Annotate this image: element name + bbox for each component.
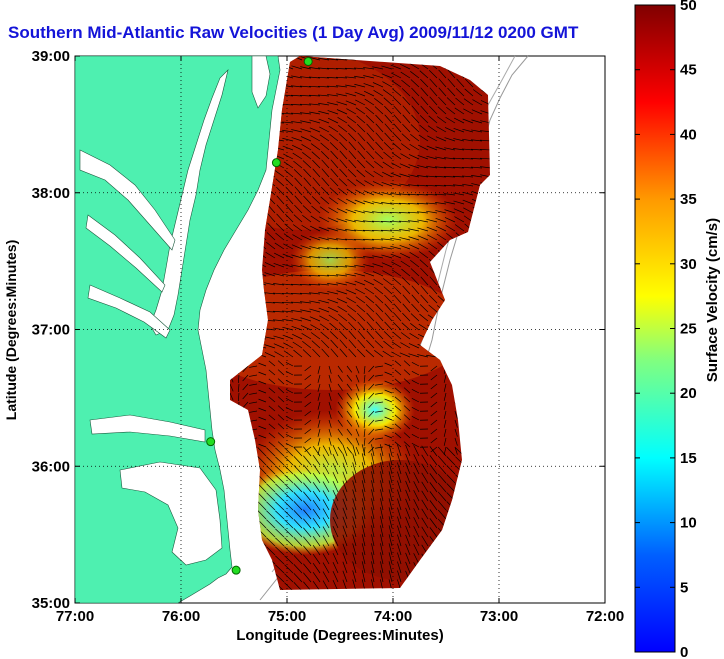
y-tick-label: 36:00 (32, 458, 70, 475)
x-tick-label: 75:00 (268, 608, 306, 625)
radar-stations (206, 56, 313, 575)
colorbar-tick-label: 30 (680, 256, 697, 273)
pamlico-sound (119, 461, 223, 566)
y-tick-label: 39:00 (32, 48, 70, 65)
colorbar-ticks: 0 5 10 15 20 25 30 35 40 45 50 (635, 0, 697, 659)
potomac-river (79, 149, 176, 251)
colorbar-tick-label: 15 (680, 450, 697, 467)
x-tick-label: 73:00 (480, 608, 518, 625)
james-river (87, 284, 171, 339)
y-tick-label: 35:00 (32, 595, 70, 612)
grid-lines (75, 56, 605, 603)
colorbar-tick-label: 25 (680, 321, 697, 338)
station-marker (271, 158, 281, 168)
x-tick-label: 74:00 (374, 608, 412, 625)
chesapeake-bay (149, 69, 229, 336)
colorbar-label: Surface Velocity (cm/s) (704, 218, 721, 382)
colorbar-tick-label: 40 (680, 126, 697, 143)
x-tick-label: 72:00 (586, 608, 624, 625)
colorbar (634, 4, 676, 653)
colorbar-tick-label: 10 (680, 515, 697, 532)
station-marker (206, 437, 216, 447)
y-tick-label: 38:00 (32, 185, 70, 202)
colorbar-tick-label: 20 (680, 385, 697, 402)
x-tick-label: 76:00 (162, 608, 200, 625)
colorbar-tick-label: 5 (680, 579, 688, 596)
chart-title: Southern Mid-Atlantic Raw Velocities (1 … (8, 23, 579, 42)
y-axis-label: Latitude (Degrees:Minutes) (3, 240, 19, 420)
colorbar-tick-label: 50 (680, 0, 697, 14)
albemarle-sound (89, 414, 206, 443)
x-axis-label: Longitude (Degrees:Minutes) (236, 627, 444, 644)
y-axis: 39:00 38:00 37:00 36:00 35:00 (32, 48, 605, 612)
colorbar-tick-label: 0 (680, 644, 688, 659)
x-tick-label: 77:00 (56, 608, 94, 625)
delaware-bay (251, 55, 271, 109)
x-axis: 77:00 76:00 75:00 74:00 73:00 72:00 (56, 56, 624, 625)
station-marker (231, 565, 241, 575)
colorbar-tick-label: 35 (680, 191, 697, 208)
y-tick-label: 37:00 (32, 322, 70, 339)
station-marker (303, 56, 313, 66)
colorbar-tick-label: 45 (680, 62, 697, 79)
rappahannock-river (85, 214, 166, 293)
